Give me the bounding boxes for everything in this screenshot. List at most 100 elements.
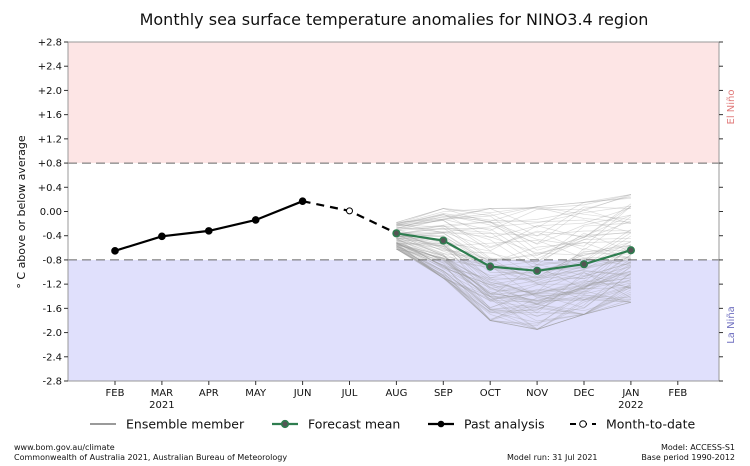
ensemble-member-line [396, 246, 631, 321]
footer-url: www.bom.gov.au/climate [14, 443, 115, 452]
ensemble-member-line [396, 244, 631, 296]
ensemble-member-line [396, 244, 632, 315]
ensemble-member-line [396, 238, 631, 285]
ensemble-member-line [396, 236, 632, 302]
ensemble-member-line [396, 207, 631, 223]
ensemble-member-line [396, 194, 632, 224]
month-to-date-point [346, 207, 353, 215]
ensemble-member-line [396, 241, 632, 300]
ensemble-member-line [396, 223, 631, 236]
forecast-point [626, 246, 636, 255]
ensemble-member-line [396, 239, 632, 302]
ensemble-member-line [396, 245, 631, 320]
ensemble-member-line [396, 248, 631, 303]
la-nina-band [68, 259, 719, 381]
ensemble-member-line [396, 197, 631, 228]
series-line-1 [302, 200, 397, 235]
forecast-point [579, 260, 589, 269]
legend-marker-forecast [280, 419, 290, 429]
footer-copyright: Commonwealth of Australia 2021, Australi… [14, 453, 288, 462]
x-tick-label: MAY [245, 388, 267, 399]
ensemble-member-line [396, 245, 631, 311]
ensemble-member-line [396, 195, 631, 244]
ensemble-member-line [396, 237, 631, 293]
ensemble-member-line [396, 245, 632, 312]
y-tick-label: -2.8 [42, 377, 62, 388]
ensemble-member-line [396, 248, 631, 321]
y-tick-label: -1.2 [42, 280, 62, 291]
forecast-point [532, 266, 542, 275]
ensemble-member-line [396, 243, 632, 305]
x-tick-label: FEB [106, 388, 125, 399]
legend: Ensemble member Forecast mean Past analysi… [90, 417, 695, 432]
ensemble-member-line [396, 228, 631, 260]
ensemble-members [396, 194, 632, 330]
ensemble-member-line [396, 233, 631, 259]
x-tick-label: JUL [341, 388, 358, 399]
ensemble-member-line [396, 206, 631, 225]
x-tick-label: AUG [385, 388, 407, 399]
y-tick-label: +2.8 [38, 38, 62, 49]
ensemble-member-line [396, 194, 631, 224]
ensemble-member-line [396, 237, 632, 284]
ensemble-member-line [396, 206, 631, 237]
past-analysis-point [205, 227, 213, 235]
ensemble-member-line [396, 243, 632, 330]
ensemble-member-line [396, 243, 632, 314]
past-analysis-point [158, 232, 166, 241]
series-line-0 [114, 200, 304, 252]
ensemble-member-line [396, 242, 632, 322]
x-tick-label: OCT [480, 388, 502, 399]
ensemble-member-line [396, 206, 632, 247]
ensemble-member-line [396, 247, 631, 325]
ensemble-member-line [396, 238, 632, 305]
ensemble-member-line [396, 227, 632, 266]
y-tick-label: +1.2 [38, 134, 62, 145]
ensemble-member-line [396, 197, 631, 223]
y-tick-label: +2.0 [38, 86, 62, 97]
ensemble-member-line [396, 232, 632, 263]
legend-label: Past analysis [464, 417, 545, 432]
x-tick-label: SEP [434, 388, 453, 399]
footer-left: www.bom.gov.au/climate Commonwealth of A… [14, 443, 287, 463]
ensemble-member-line [396, 248, 632, 301]
y-tick-label: -1.6 [42, 304, 62, 315]
y-tick-label: 0.00 [40, 207, 62, 218]
x-tick-label: JAN [621, 388, 639, 399]
y-tick-label: +0.4 [38, 183, 62, 194]
el-nino-band [68, 42, 719, 164]
past-analysis-point [111, 247, 119, 255]
ensemble-member-line [396, 216, 632, 251]
legend-marker-month-to-date [579, 420, 587, 428]
ensemble-member-line [396, 242, 632, 309]
ensemble-member-line [396, 207, 632, 239]
legend-label: Ensemble member [126, 417, 245, 432]
y-tick-label: -0.8 [42, 255, 62, 266]
legend-label: Forecast mean [308, 417, 400, 432]
series-line-2 [396, 232, 632, 272]
ensemble-member-line [396, 242, 631, 305]
ensemble-member-line [396, 242, 631, 309]
y-tick-label: +0.8 [38, 159, 62, 170]
ensemble-member-line [396, 232, 631, 274]
y-axis-label: ° C above or below average [15, 135, 28, 288]
ensemble-member-line [396, 203, 632, 252]
ensemble-member-line [396, 220, 632, 261]
ensemble-member-line [396, 248, 631, 313]
footer-right: Model: ACCESS-S1 Base period 1990-2012 [641, 443, 735, 463]
ensemble-member-line [396, 194, 631, 229]
ensemble-member-line [396, 214, 632, 248]
ensemble-member-line [396, 231, 631, 256]
ensemble-member-line [396, 233, 632, 286]
x-tick-label: JUN [293, 388, 312, 399]
forecast-point [392, 229, 401, 238]
ensemble-member-line [396, 242, 631, 308]
ensemble-member-line [396, 248, 631, 315]
ensemble-member-line [396, 229, 632, 281]
y-tick-label: -0.4 [42, 231, 62, 242]
ensemble-member-line [396, 244, 632, 317]
ensemble-member-line [396, 247, 632, 315]
ensemble-member-line [396, 234, 631, 266]
ensemble-member-line [396, 235, 631, 293]
ensemble-member-line [396, 232, 631, 271]
